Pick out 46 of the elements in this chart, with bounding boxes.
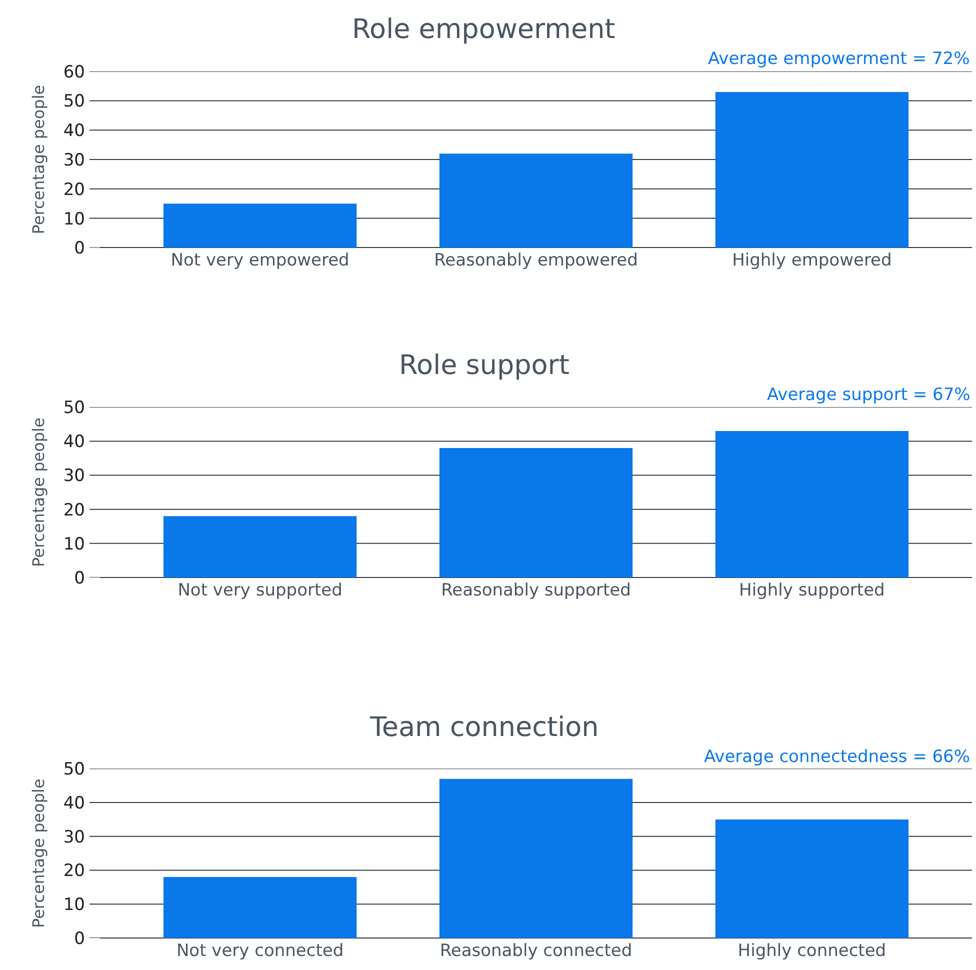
bar [439, 448, 633, 578]
text: Average empowerment = 72% [708, 49, 970, 69]
x-tick-label: Not very empowered [170, 250, 350, 271]
y-tick-label: 0 [74, 928, 85, 949]
y-tick-label: 20 [63, 861, 85, 882]
y-tick-label: 50 [63, 92, 85, 112]
y-tick-label: 10 [63, 895, 85, 916]
chart-title: Role empowerment [352, 14, 616, 45]
y-tick-label: 50 [63, 398, 85, 418]
y-tick-label: 0 [74, 238, 85, 259]
y-tick-label: 20 [63, 500, 85, 520]
x-tick-label: Reasonably supported [441, 580, 631, 601]
x-tick-label: Highly supported [739, 580, 885, 601]
x-tick-label: Highly connected [738, 941, 886, 962]
y-tick-label: 30 [63, 150, 85, 170]
bar [439, 778, 633, 938]
y-tick-label: 40 [63, 793, 85, 814]
x-tick-label: Not very connected [176, 941, 344, 962]
y-tick-label: 20 [63, 180, 85, 200]
bar [715, 819, 909, 938]
y-axis-title: Percentage people [29, 778, 48, 928]
bar [715, 431, 909, 578]
text: Average connectedness = 66% [704, 747, 970, 767]
chart-title: Role support [399, 350, 570, 381]
chart-title: Team connection [369, 712, 599, 743]
x-tick-label: Reasonably connected [440, 941, 632, 962]
bar [439, 154, 633, 248]
y-axis-title: Percentage people [29, 418, 48, 567]
x-tick-label: Reasonably empowered [434, 250, 638, 271]
y-tick-label: 40 [63, 432, 85, 452]
bar [163, 516, 357, 578]
bar [163, 877, 357, 938]
y-tick-label: 30 [63, 466, 85, 486]
y-tick-label: 60 [63, 62, 85, 82]
bar [163, 204, 357, 248]
y-tick-label: 30 [63, 827, 85, 848]
y-tick-label: 0 [74, 568, 85, 588]
bar [715, 92, 909, 248]
x-tick-label: Highly empowered [732, 250, 892, 271]
y-axis-title: Percentage people [29, 84, 48, 234]
x-tick-label: Not very supported [178, 580, 342, 601]
y-tick-label: 10 [63, 534, 85, 554]
y-tick-label: 50 [63, 760, 85, 780]
text: Average support = 67% [767, 385, 970, 405]
y-tick-label: 40 [63, 121, 85, 142]
y-tick-label: 10 [63, 209, 85, 230]
